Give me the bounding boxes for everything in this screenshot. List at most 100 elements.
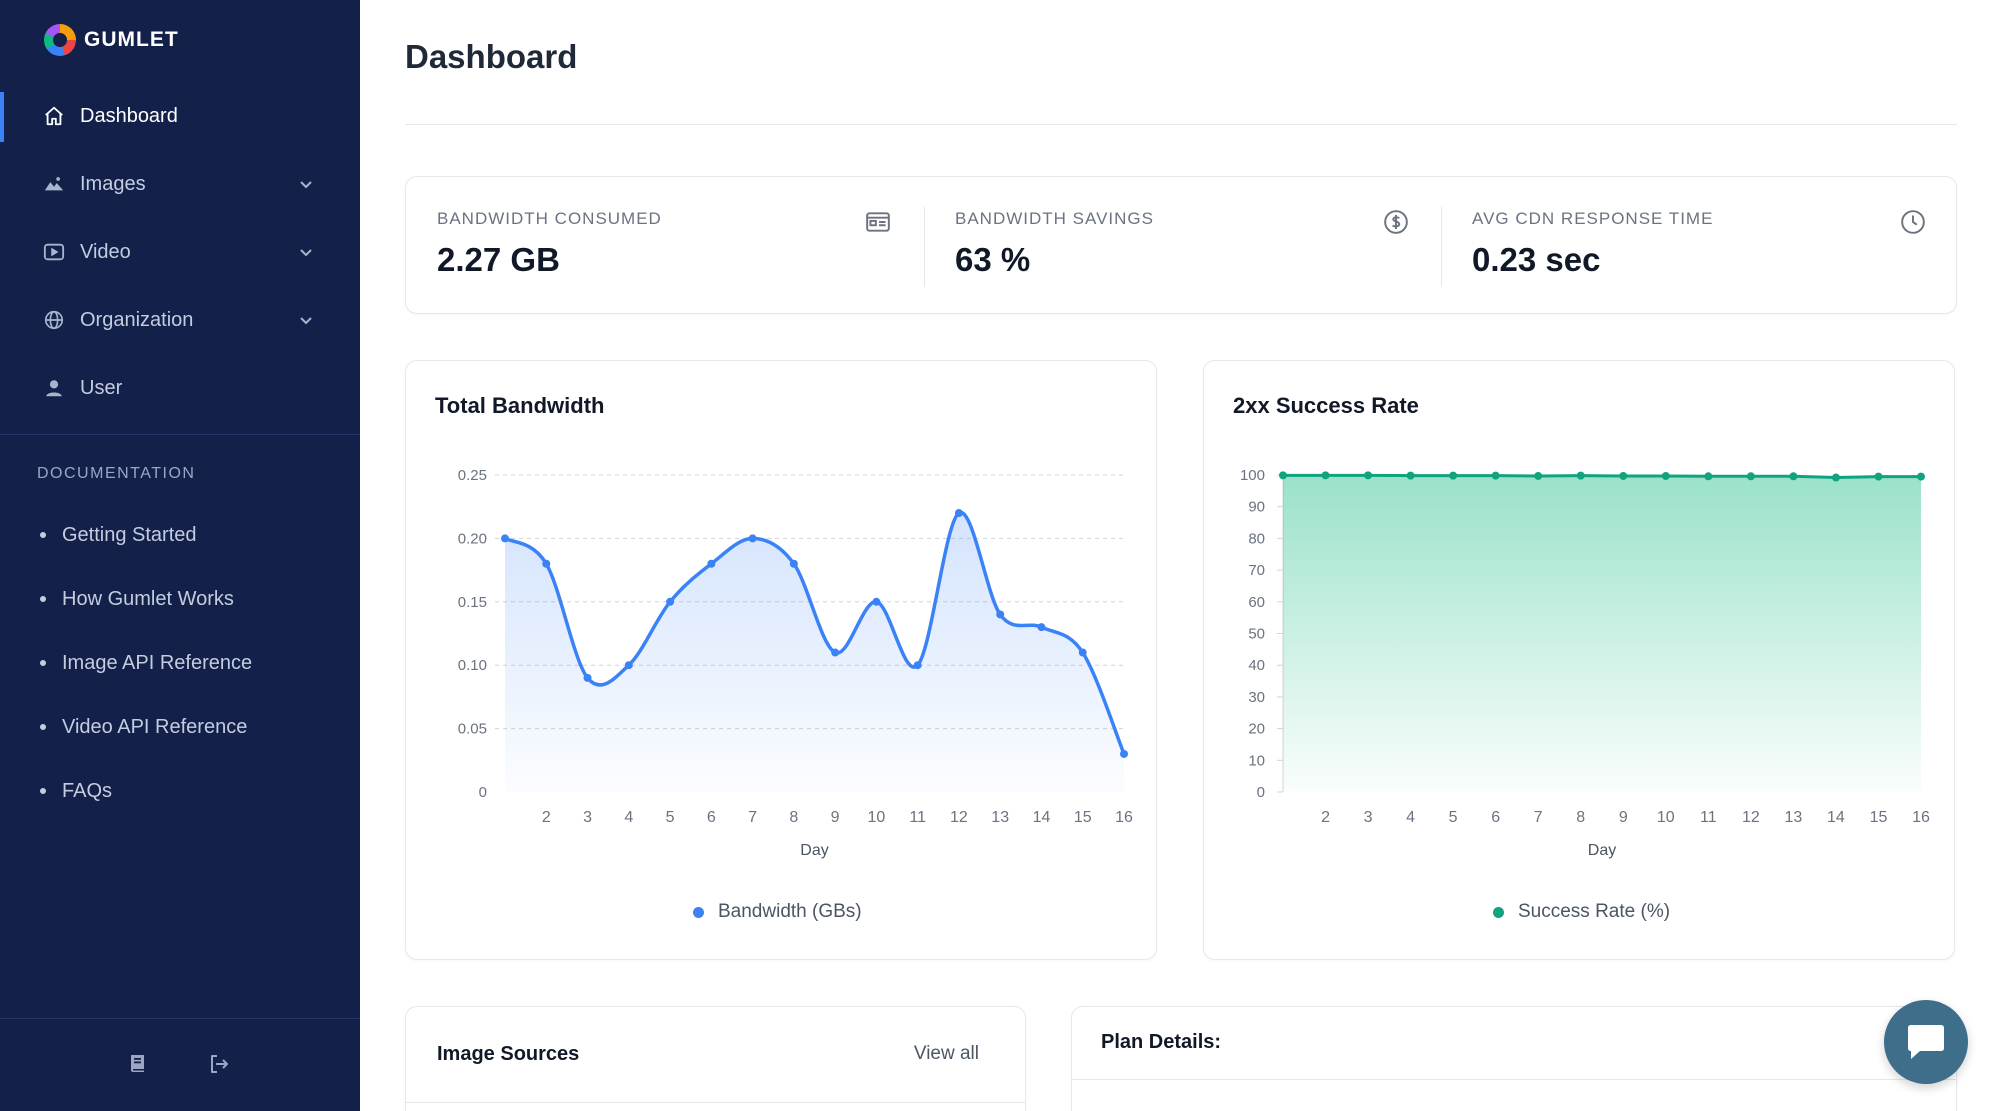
data-point [872,597,881,606]
x-tick-label: 4 [1406,809,1415,826]
billing-card-icon [866,212,890,232]
y-tick-label: 0.20 [458,530,487,547]
doc-link-how-gumlet-works[interactable]: How Gumlet Works [40,567,252,631]
chat-support-button[interactable] [1884,1000,1968,1084]
success-rate-chart: 0 10 20 30 40 50 60 70 80 90 100 2 3 4 5 6 7 8 9 10 11 12 13 14… [1240,467,1930,859]
stat-bandwidth-consumed: BANDWIDTH CONSUMED 2.27 GB [406,177,924,315]
data-point [501,534,509,543]
sidebar-divider [0,434,360,435]
chart-title: Total Bandwidth [435,393,605,418]
sidebar-item-label: Video [80,240,131,263]
data-point [707,559,716,568]
stat-label: BANDWIDTH CONSUMED [437,209,662,228]
sidebar: GUMLET Dashboard Images Video [0,0,360,1111]
y-tick-label: 80 [1248,530,1265,547]
x-tick-label: 3 [1364,809,1373,826]
chevron-down-icon[interactable] [296,174,316,194]
y-tick-label: 0.10 [458,657,487,674]
y-tick-label: 90 [1248,499,1265,516]
card-divider [406,1102,1025,1103]
stat-bandwidth-savings: BANDWIDTH SAVINGS 63 % [924,177,1442,315]
data-point [1831,473,1840,482]
x-tick-label: 5 [666,809,675,826]
success-rate-card: 2xx Success Rate 0 10 20 30 40 50 60 70 80 90 100 2… [1203,360,1955,960]
chevron-down-icon[interactable] [296,242,316,262]
y-tick-label: 40 [1248,657,1265,674]
doc-link-faqs[interactable]: FAQs [40,759,252,823]
x-tick-label: 16 [1912,809,1930,826]
chat-icon [1908,1025,1944,1059]
doc-link-getting-started[interactable]: Getting Started [40,503,252,567]
x-tick-label: 7 [1534,809,1543,826]
x-tick-label: 6 [707,809,716,826]
logo-text: GUMLET [84,28,179,51]
book-icon[interactable] [126,1052,150,1076]
data-point [996,610,1005,619]
legend-label: Success Rate (%) [1518,901,1671,922]
chart-legend[interactable]: Bandwidth (GBs) [693,901,862,923]
image-icon [42,172,66,196]
y-tick-label: 10 [1248,752,1265,769]
globe-icon [42,308,66,332]
logout-icon[interactable] [207,1052,231,1076]
chart-legend[interactable]: Success Rate (%) [1493,901,1670,923]
total-bandwidth-chart: 0 0.05 0.10 0.15 0.20 0.25 2 3 4 5 6 7 8 9 10 11 12 13 14 1… [458,467,1133,859]
card-title: Image Sources [437,1043,580,1065]
data-point [1037,623,1046,632]
y-tick-label: 100 [1240,467,1265,484]
legend-label: Bandwidth (GBs) [718,901,862,922]
y-tick-label: 50 [1248,626,1265,643]
sidebar-item-user[interactable]: User [0,354,360,422]
sidebar-item-label: Dashboard [80,104,178,127]
card-divider [1072,1079,1956,1080]
data-point [1704,472,1713,481]
sidebar-item-organization[interactable]: Organization [0,286,360,354]
stat-value: 2.27 GB [437,241,560,278]
x-tick-label: 15 [1870,809,1888,826]
view-all-link[interactable]: View all [913,1043,979,1064]
home-icon [42,104,66,128]
gumlet-logo[interactable]: GUMLET [44,24,179,56]
plan-details-card: Plan Details: [1071,1006,1957,1111]
user-icon [42,376,66,400]
x-tick-label: 12 [950,809,968,826]
clock-icon [1901,210,1925,234]
y-tick-label: 70 [1248,562,1265,579]
data-point [1279,471,1287,480]
legend-marker [693,906,704,918]
stats-card: BANDWIDTH CONSUMED 2.27 GB BANDWIDTH SAV… [405,176,1957,314]
x-tick-label: 15 [1074,809,1092,826]
data-point [913,661,922,670]
data-point [1917,472,1925,481]
x-tick-label: 11 [1700,809,1717,826]
x-tick-label: 2 [1321,809,1330,826]
data-point [789,559,798,568]
gumlet-logo-icon [44,24,76,56]
sidebar-item-dashboard[interactable]: Dashboard [0,82,360,150]
sidebar-bottom-divider [0,1018,360,1019]
chart-title: 2xx Success Rate [1233,393,1419,418]
x-tick-label: 8 [789,809,798,826]
x-tick-label: 7 [748,809,757,826]
data-point [1619,471,1628,480]
data-point [1406,471,1415,480]
stat-label: AVG CDN RESPONSE TIME [1472,209,1714,228]
data-point [954,509,963,518]
x-tick-label: 13 [1785,809,1803,826]
sidebar-item-video[interactable]: Video [0,218,360,286]
data-point [1789,472,1798,481]
image-sources-card: Image Sources View all [405,1006,1026,1111]
doc-link-image-api-reference[interactable]: Image API Reference [40,631,252,695]
chevron-down-icon[interactable] [296,310,316,330]
y-tick-label: 0 [479,784,487,801]
x-tick-label: 6 [1491,809,1500,826]
data-point [1874,472,1883,481]
doc-link-video-api-reference[interactable]: Video API Reference [40,695,252,759]
data-point [1449,471,1458,480]
sidebar-item-label: Organization [80,308,194,331]
sidebar-item-images[interactable]: Images [0,150,360,218]
title-divider [405,124,1957,125]
stat-separator [1441,207,1442,287]
x-tick-label: 16 [1115,809,1133,826]
data-point [748,534,757,543]
